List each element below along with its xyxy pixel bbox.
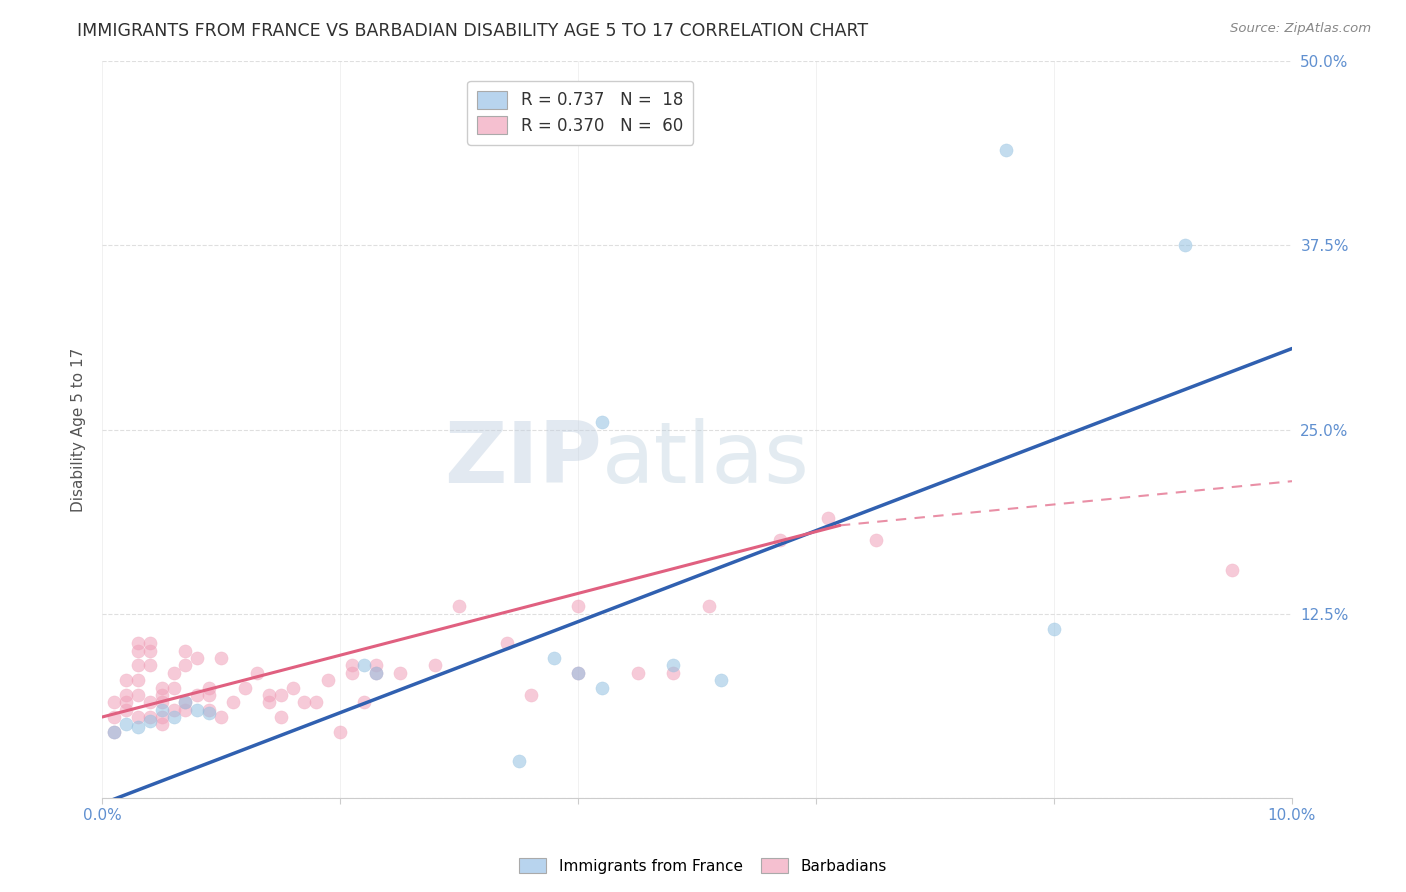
Point: [567, 599, 589, 614]
Point: [340, 658, 363, 673]
Point: [127, 720, 149, 734]
Point: [139, 643, 162, 657]
Point: [162, 710, 184, 724]
Point: [174, 695, 197, 709]
Point: [115, 717, 138, 731]
Point: [162, 703, 184, 717]
Point: [567, 665, 589, 680]
Point: [626, 665, 648, 680]
Point: [103, 724, 125, 739]
Point: [294, 695, 316, 709]
Point: [222, 695, 245, 709]
Point: [162, 665, 184, 680]
Point: [353, 695, 375, 709]
Point: [329, 724, 352, 739]
Point: [209, 710, 232, 724]
Point: [127, 673, 149, 688]
Point: [150, 681, 173, 695]
Point: [425, 658, 447, 673]
Point: [270, 710, 292, 724]
Point: [150, 695, 173, 709]
Point: [305, 695, 328, 709]
Point: [281, 681, 304, 695]
Point: [233, 681, 256, 695]
Point: [139, 695, 162, 709]
Point: [340, 665, 363, 680]
Point: [103, 710, 125, 724]
Legend: R = 0.737   N =  18, R = 0.370   N =  60: R = 0.737 N = 18, R = 0.370 N = 60: [467, 80, 693, 145]
Point: [115, 688, 138, 702]
Point: [127, 643, 149, 657]
Point: [364, 665, 387, 680]
Point: [127, 710, 149, 724]
Point: [697, 599, 720, 614]
Point: [495, 636, 517, 650]
Point: [257, 695, 280, 709]
Point: [174, 658, 197, 673]
Point: [150, 710, 173, 724]
Point: [115, 703, 138, 717]
Point: [174, 695, 197, 709]
Y-axis label: Disability Age 5 to 17: Disability Age 5 to 17: [72, 348, 86, 512]
Point: [162, 681, 184, 695]
Point: [139, 658, 162, 673]
Point: [316, 673, 339, 688]
Point: [591, 415, 613, 429]
Point: [127, 658, 149, 673]
Point: [127, 688, 149, 702]
Point: [115, 695, 138, 709]
Point: [139, 636, 162, 650]
Point: [270, 688, 292, 702]
Point: [139, 710, 162, 724]
Point: [174, 703, 197, 717]
Point: [139, 714, 162, 729]
Point: [364, 665, 387, 680]
Point: [769, 533, 792, 548]
Point: [186, 688, 208, 702]
Point: [198, 681, 221, 695]
Text: Source: ZipAtlas.com: Source: ZipAtlas.com: [1230, 22, 1371, 36]
Text: atlas: atlas: [602, 417, 810, 500]
Point: [127, 636, 149, 650]
Point: [364, 658, 387, 673]
Text: IMMIGRANTS FROM FRANCE VS BARBADIAN DISABILITY AGE 5 TO 17 CORRELATION CHART: IMMIGRANTS FROM FRANCE VS BARBADIAN DISA…: [77, 22, 869, 40]
Point: [198, 706, 221, 720]
Point: [150, 703, 173, 717]
Point: [817, 511, 839, 525]
Point: [662, 658, 685, 673]
Point: [449, 599, 471, 614]
Point: [1174, 238, 1197, 252]
Point: [246, 665, 269, 680]
Point: [567, 665, 589, 680]
Point: [1222, 563, 1244, 577]
Legend: Immigrants from France, Barbadians: Immigrants from France, Barbadians: [513, 852, 893, 880]
Point: [150, 688, 173, 702]
Point: [186, 651, 208, 665]
Point: [353, 658, 375, 673]
Point: [198, 688, 221, 702]
Point: [388, 665, 411, 680]
Point: [186, 703, 208, 717]
Point: [591, 681, 613, 695]
Point: [103, 724, 125, 739]
Text: ZIP: ZIP: [444, 417, 602, 500]
Point: [508, 754, 530, 768]
Point: [995, 143, 1018, 157]
Point: [662, 665, 685, 680]
Point: [710, 673, 733, 688]
Point: [174, 643, 197, 657]
Point: [198, 703, 221, 717]
Point: [209, 651, 232, 665]
Point: [115, 673, 138, 688]
Point: [150, 717, 173, 731]
Point: [543, 651, 565, 665]
Point: [519, 688, 541, 702]
Point: [865, 533, 887, 548]
Point: [1043, 622, 1066, 636]
Point: [257, 688, 280, 702]
Point: [103, 695, 125, 709]
